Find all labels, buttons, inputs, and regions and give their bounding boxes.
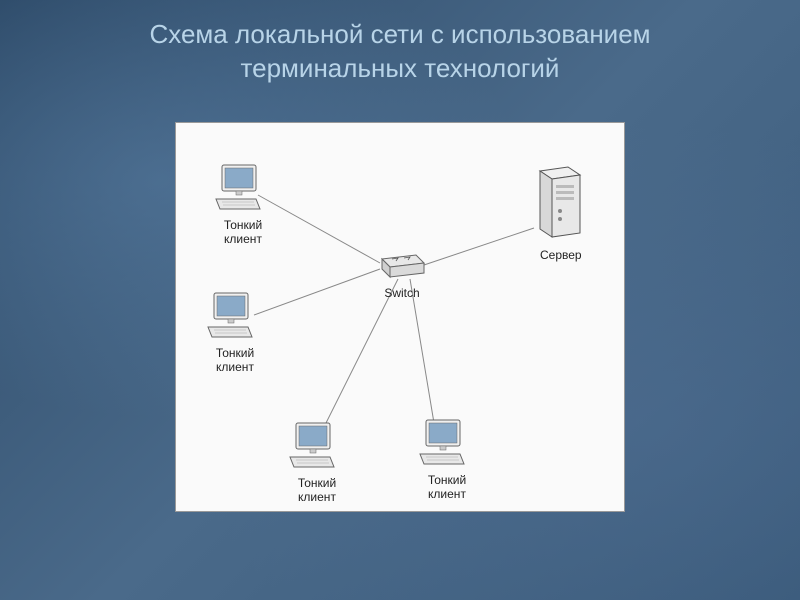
node-label: Сервер (540, 248, 584, 262)
computer-icon (206, 291, 264, 339)
thin-client-node: Тонкий клиент (214, 163, 272, 247)
node-label: Тонкий клиент (418, 473, 476, 502)
node-label: Тонкий клиент (288, 476, 346, 505)
thin-client-node: Тонкий клиент (206, 291, 264, 375)
switch-icon (378, 253, 426, 281)
edge (254, 269, 380, 315)
node-label: Switch (378, 286, 426, 300)
thin-client-node: Тонкий клиент (418, 418, 476, 502)
edge (258, 195, 380, 263)
computer-icon (288, 421, 346, 469)
title-line1: Схема локальной сети с использованием (0, 18, 800, 52)
edge (324, 279, 398, 427)
edge (410, 279, 434, 423)
thin-client-node: Тонкий клиент (288, 421, 346, 505)
server-node: Сервер (534, 163, 584, 262)
network-diagram: Тонкий клиент Тонкий клиент Тонк (175, 122, 625, 512)
page-title: Схема локальной сети с использованием те… (0, 0, 800, 86)
edge (424, 228, 534, 265)
computer-icon (214, 163, 272, 211)
node-label: Тонкий клиент (206, 346, 264, 375)
title-line2: терминальных технологий (0, 52, 800, 86)
server-icon (534, 163, 584, 241)
computer-icon (418, 418, 476, 466)
node-label: Тонкий клиент (214, 218, 272, 247)
switch-node: Switch (378, 253, 426, 300)
